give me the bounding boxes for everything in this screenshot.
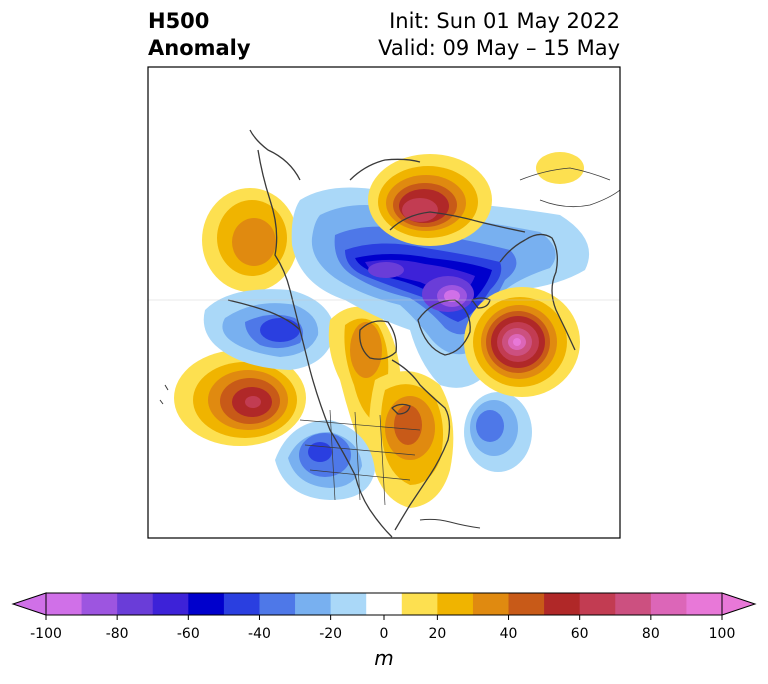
colorbar-segment bbox=[152, 593, 189, 615]
colorbar-tick-label: -20 bbox=[319, 626, 343, 642]
colorbar-tick-label: 100 bbox=[708, 626, 736, 642]
anomaly-center-central-asia bbox=[536, 152, 584, 184]
valid-date-range: Valid: 09 May – 15 May bbox=[378, 36, 620, 60]
colorbar-segment bbox=[330, 593, 367, 615]
anomaly-center-alaska bbox=[203, 289, 335, 370]
anomaly-center-arctic bbox=[291, 187, 590, 388]
anomaly-map bbox=[147, 66, 621, 539]
colorbar-segment bbox=[579, 593, 616, 615]
colorbar-segment bbox=[686, 593, 723, 615]
colorbar-tick-label: -40 bbox=[248, 626, 271, 642]
colorbar-segment bbox=[437, 593, 474, 615]
anomaly-center-gulf-of-alaska bbox=[202, 188, 298, 292]
colorbar-segment bbox=[615, 593, 652, 615]
colorbar-segment bbox=[117, 593, 154, 615]
state-borders-layer bbox=[299, 409, 421, 506]
colorbar-segment bbox=[401, 593, 438, 615]
title-line-1: H500 bbox=[148, 9, 210, 33]
map-frame-content bbox=[148, 67, 620, 538]
colorbar-tick-label: 40 bbox=[499, 626, 518, 642]
colorbar-tick-label: 80 bbox=[641, 626, 660, 642]
colorbar-segment bbox=[366, 593, 403, 615]
anomaly-center-north-atlantic bbox=[464, 287, 580, 397]
colorbar-tick-label: -60 bbox=[176, 626, 200, 642]
map-border bbox=[147, 66, 621, 539]
coastline-layer bbox=[159, 129, 620, 538]
colorbar-over-arrow bbox=[721, 592, 757, 616]
anomaly-center-western-atlantic bbox=[464, 392, 532, 472]
colorbar-under-arrow bbox=[11, 592, 47, 616]
colorbar-segment bbox=[472, 593, 510, 615]
colorbar-segment bbox=[295, 593, 332, 615]
anomaly-fill-layer bbox=[174, 152, 590, 508]
colorbar-units: m bbox=[374, 646, 394, 670]
colorbar-segment bbox=[223, 593, 260, 615]
anomaly-center-central-pacific bbox=[174, 350, 306, 446]
colorbar-segment bbox=[544, 593, 581, 615]
init-date: Init: Sun 01 May 2022 bbox=[389, 9, 620, 33]
anomaly-center-siberia bbox=[368, 154, 492, 246]
colorbar-segments bbox=[11, 592, 757, 620]
colorbar-segment bbox=[650, 593, 687, 615]
map-title: H500 Anomaly bbox=[148, 8, 251, 62]
colorbar-segment bbox=[188, 593, 225, 615]
colorbar-tick-label: -80 bbox=[105, 626, 129, 642]
colorbar bbox=[11, 592, 757, 620]
colorbar-segment bbox=[81, 593, 118, 615]
colorbar-tick-label: 0 bbox=[379, 626, 389, 642]
colorbar-tick-label: -100 bbox=[30, 626, 62, 642]
colorbar-segment bbox=[46, 593, 83, 615]
colorbar-tick-label: 20 bbox=[428, 626, 447, 642]
forecast-dates: Init: Sun 01 May 2022 Valid: 09 May – 15… bbox=[378, 8, 620, 62]
colorbar-segment bbox=[259, 593, 296, 615]
anomaly-center-eastern-us bbox=[369, 371, 454, 508]
title-line-2: Anomaly bbox=[148, 36, 251, 60]
colorbar-tick-label: 60 bbox=[570, 626, 589, 642]
colorbar-segment bbox=[508, 593, 545, 615]
